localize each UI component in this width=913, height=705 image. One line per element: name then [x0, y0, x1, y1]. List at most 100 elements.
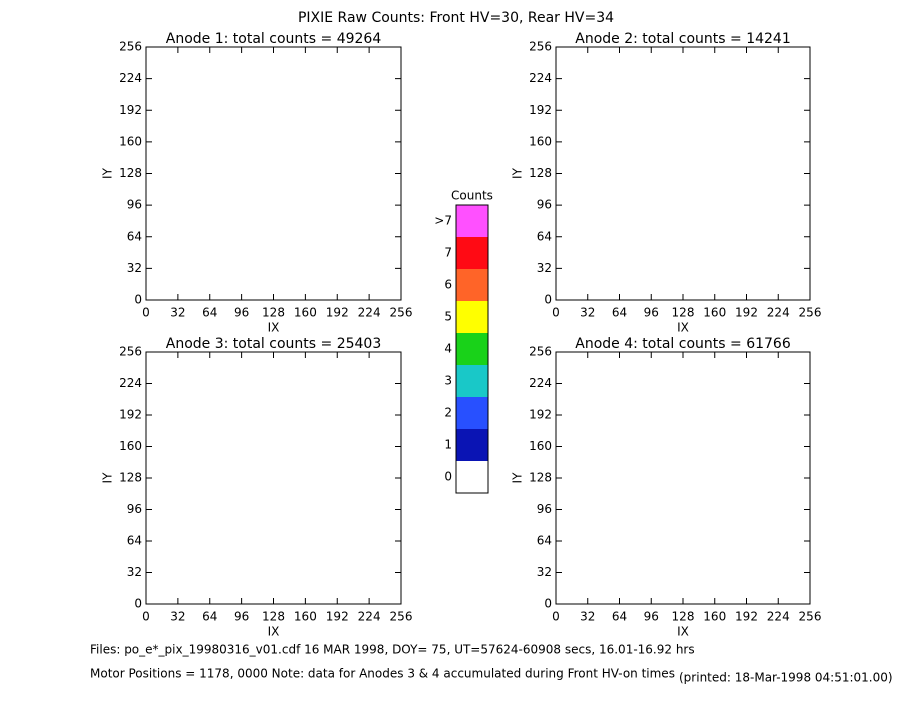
y-axis-label: IY: [511, 472, 525, 484]
y-tick-label: 96: [537, 502, 552, 516]
x-axis-label: IX: [268, 625, 280, 639]
y-tick-label: 32: [127, 565, 142, 579]
y-tick-label: 256: [529, 345, 552, 359]
panel-title: Anode 3: total counts = 25403: [166, 336, 381, 352]
x-tick-label: 224: [358, 610, 381, 624]
x-tick-label: 160: [703, 306, 726, 320]
y-tick-label: 224: [119, 376, 142, 390]
x-tick-label: 64: [612, 610, 627, 624]
y-tick-label: 96: [537, 198, 552, 212]
y-tick-label: 32: [127, 261, 142, 275]
x-tick-label: 32: [170, 610, 185, 624]
y-tick-label: 0: [544, 597, 552, 611]
y-tick-label: 224: [529, 71, 552, 85]
x-tick-label: 32: [580, 610, 595, 624]
y-tick-label: 96: [127, 198, 142, 212]
x-tick-label: 224: [767, 610, 790, 624]
colorbar-label: >7: [434, 214, 452, 228]
plot-frame: [555, 351, 811, 605]
y-tick-label: 0: [134, 293, 142, 307]
y-tick-label: 128: [529, 166, 552, 180]
y-tick-label: 128: [119, 471, 142, 485]
colorbar-label: 3: [444, 374, 452, 388]
y-tick-label: 64: [127, 534, 142, 548]
y-tick-label: 160: [119, 439, 142, 453]
x-tick-label: 192: [326, 610, 349, 624]
colorbar-label: 1: [444, 438, 452, 452]
x-axis-label: IX: [677, 321, 689, 335]
colorbar-cell: [456, 269, 488, 301]
x-tick-label: 0: [552, 306, 560, 320]
plot-frame: [145, 46, 402, 301]
x-tick-label: 192: [326, 306, 349, 320]
x-tick-label: 192: [735, 610, 758, 624]
y-tick-label: 192: [119, 408, 142, 422]
y-axis-label: IY: [101, 167, 115, 179]
y-tick-label: 64: [127, 229, 142, 243]
y-axis-label: IY: [101, 472, 115, 484]
y-tick-label: 192: [529, 103, 552, 117]
x-tick-label: 128: [262, 306, 285, 320]
colorbar-cell: [456, 333, 488, 365]
y-tick-label: 192: [119, 103, 142, 117]
y-tick-label: 128: [119, 166, 142, 180]
plot-frame: [555, 46, 811, 301]
x-tick-label: 96: [234, 610, 249, 624]
colorbar-label: 5: [444, 310, 452, 324]
x-axis-label: IX: [677, 625, 689, 639]
x-tick-label: 128: [672, 610, 695, 624]
x-tick-label: 128: [672, 306, 695, 320]
colorbar-label: 4: [444, 342, 452, 356]
x-tick-label: 128: [262, 610, 285, 624]
panel-title: Anode 2: total counts = 14241: [575, 31, 790, 47]
colorbar-cell: [456, 365, 488, 397]
plot-frame: [145, 351, 402, 605]
colorbar-cell: [456, 205, 488, 237]
y-tick-label: 256: [119, 345, 142, 359]
x-tick-label: 224: [767, 306, 790, 320]
y-tick-label: 128: [529, 471, 552, 485]
x-tick-label: 256: [390, 610, 413, 624]
x-tick-label: 64: [202, 306, 217, 320]
colorbar-title: Counts: [451, 189, 493, 203]
x-tick-label: 96: [234, 306, 249, 320]
colorbar-cell: [456, 461, 488, 493]
colorbar-label: 7: [444, 246, 452, 260]
footer-files: Files: po_e*_pix_19980316_v01.cdf 16 MAR…: [90, 643, 695, 657]
colorbar-cell: [456, 237, 488, 269]
y-tick-label: 192: [529, 408, 552, 422]
x-tick-label: 0: [552, 610, 560, 624]
x-tick-label: 256: [390, 306, 413, 320]
x-tick-label: 64: [612, 306, 627, 320]
x-tick-label: 160: [294, 610, 317, 624]
y-tick-label: 64: [537, 229, 552, 243]
colorbar-label: 0: [444, 470, 452, 484]
y-tick-label: 256: [119, 40, 142, 54]
x-tick-label: 160: [294, 306, 317, 320]
footer-motor: Motor Positions = 1178, 0000 Note: data …: [90, 667, 675, 681]
colorbar-cell: [456, 301, 488, 333]
x-tick-label: 224: [358, 306, 381, 320]
y-tick-label: 64: [537, 534, 552, 548]
y-tick-label: 32: [537, 261, 552, 275]
x-axis-label: IX: [268, 321, 280, 335]
y-tick-label: 32: [537, 565, 552, 579]
footer-printed: (printed: 18-Mar-1998 04:51:01.00): [679, 671, 893, 685]
y-tick-label: 96: [127, 502, 142, 516]
panel-title: Anode 4: total counts = 61766: [575, 336, 791, 352]
colorbar-frame: [455, 204, 489, 494]
colorbar-label: 6: [444, 278, 452, 292]
y-tick-label: 256: [529, 40, 552, 54]
x-tick-label: 32: [170, 306, 185, 320]
colorbar-cell: [456, 429, 488, 461]
x-tick-label: 160: [703, 610, 726, 624]
x-tick-label: 96: [644, 306, 659, 320]
y-tick-label: 0: [134, 597, 142, 611]
x-tick-label: 192: [735, 306, 758, 320]
y-axis-label: IY: [511, 167, 525, 179]
colorbar-cell: [456, 397, 488, 429]
x-tick-label: 256: [799, 306, 822, 320]
y-tick-label: 224: [529, 376, 552, 390]
y-tick-label: 160: [529, 134, 552, 148]
